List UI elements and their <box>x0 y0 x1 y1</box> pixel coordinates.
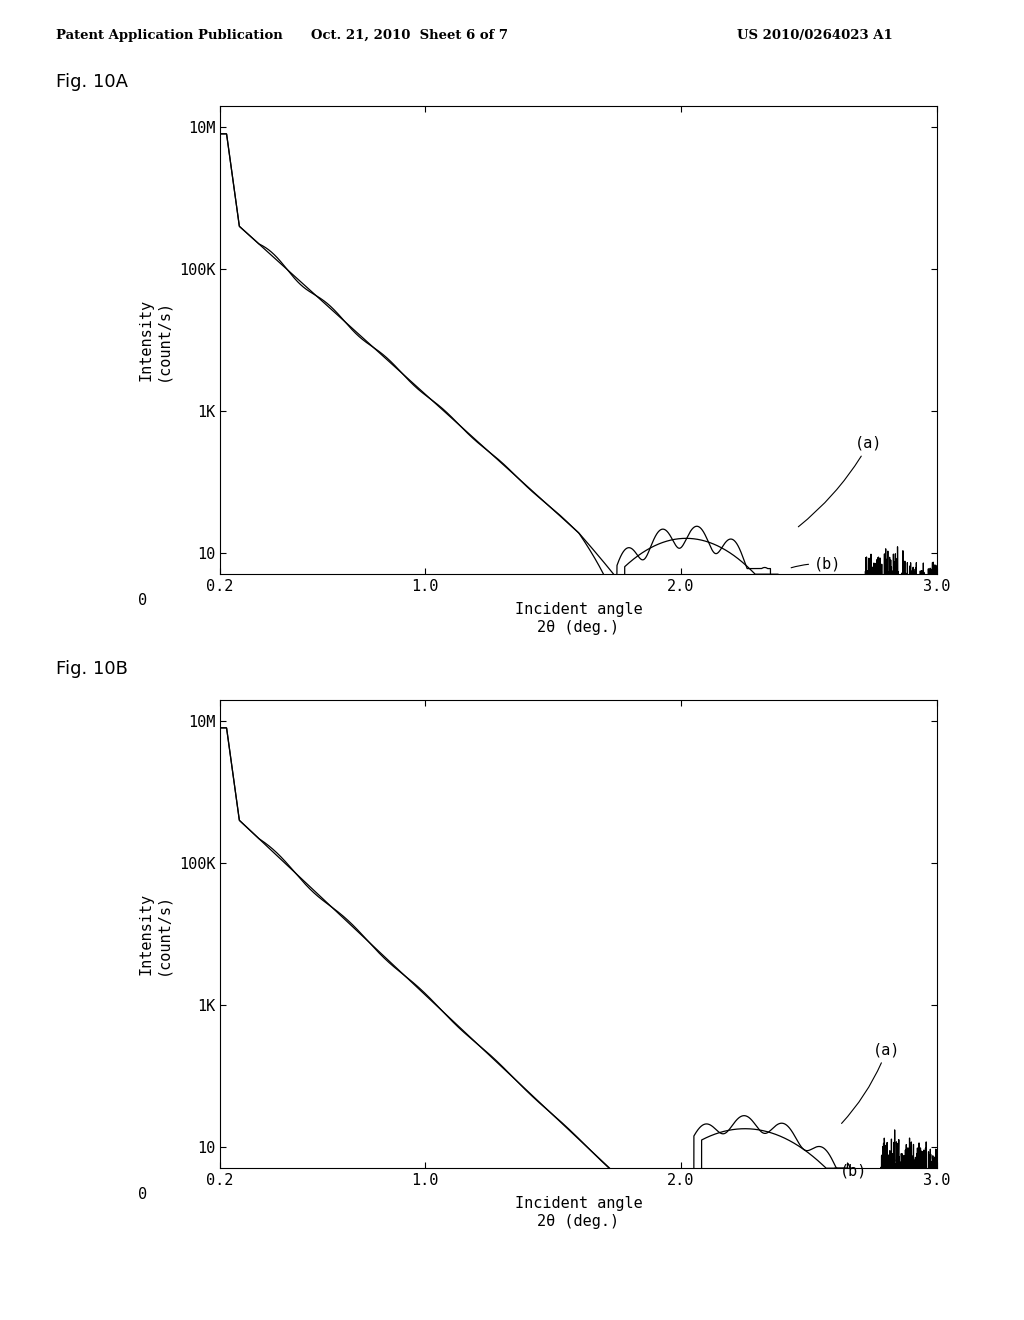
Text: 0: 0 <box>137 1187 146 1203</box>
Text: (b): (b) <box>792 557 842 572</box>
Text: (b): (b) <box>835 1163 867 1177</box>
Text: Fig. 10A: Fig. 10A <box>56 73 128 91</box>
Text: Fig. 10B: Fig. 10B <box>56 660 128 678</box>
Y-axis label: Intensity
(count/s): Intensity (count/s) <box>138 892 170 975</box>
Text: US 2010/0264023 A1: US 2010/0264023 A1 <box>737 29 893 42</box>
X-axis label: Incident angle
2θ (deg.): Incident angle 2θ (deg.) <box>515 602 642 635</box>
Text: (a): (a) <box>799 436 883 527</box>
X-axis label: Incident angle
2θ (deg.): Incident angle 2θ (deg.) <box>515 1196 642 1229</box>
Text: (a): (a) <box>842 1043 900 1123</box>
Text: 0: 0 <box>137 593 146 609</box>
Text: Patent Application Publication: Patent Application Publication <box>56 29 283 42</box>
Text: Oct. 21, 2010  Sheet 6 of 7: Oct. 21, 2010 Sheet 6 of 7 <box>311 29 508 42</box>
Y-axis label: Intensity
(count/s): Intensity (count/s) <box>138 298 170 381</box>
